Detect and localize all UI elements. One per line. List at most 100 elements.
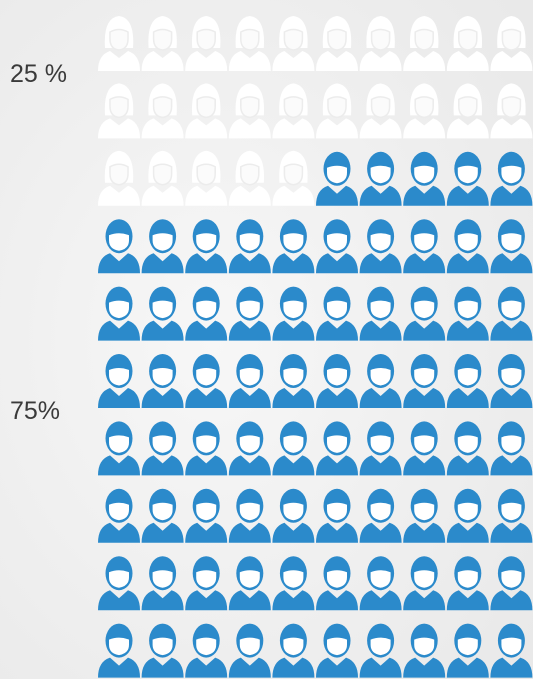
person-icon: [228, 16, 271, 71]
icon-face: [414, 300, 435, 319]
icon-face: [283, 163, 304, 186]
icon-body: [446, 590, 489, 611]
icon-face: [109, 502, 129, 521]
icon-face: [414, 368, 435, 386]
icon-face: [370, 570, 391, 588]
person-icon: [228, 83, 271, 139]
icon-face: [370, 502, 391, 521]
icon-body: [490, 51, 533, 71]
icon-body: [359, 657, 402, 678]
icon-body: [228, 253, 271, 274]
icon-face: [458, 96, 478, 119]
icon-face: [327, 28, 347, 51]
icon-body: [316, 455, 358, 476]
icon-body: [98, 455, 140, 476]
person-icon: [446, 83, 489, 139]
person-icon: [403, 16, 446, 71]
person-icon: [359, 488, 402, 543]
person-icon: [98, 16, 140, 71]
person-icon: [98, 219, 140, 274]
person-icon: [272, 219, 315, 274]
icon-face: [327, 502, 347, 521]
person-icon: [359, 556, 402, 611]
icon-face: [109, 96, 129, 119]
icon-body: [403, 253, 446, 274]
person-icon: [490, 151, 533, 206]
icon-face: [283, 96, 304, 119]
person-icon: [490, 354, 533, 408]
person-icon: [272, 421, 315, 476]
icon-body: [359, 388, 402, 408]
icon-face: [370, 637, 391, 656]
icon-body: [228, 388, 271, 408]
icon-face: [283, 28, 304, 51]
icon-body: [228, 118, 271, 139]
icon-body: [359, 455, 402, 476]
icon-face: [152, 163, 173, 186]
icon-face: [501, 435, 522, 453]
person-icon: [316, 488, 358, 543]
person-icon: [141, 150, 184, 206]
person-icon: [403, 83, 446, 139]
icon-face: [152, 300, 173, 319]
icon-body: [403, 185, 446, 206]
icon-body: [359, 51, 402, 71]
person-icon: [359, 16, 402, 71]
person-icon: [98, 286, 140, 341]
icon-face: [283, 502, 304, 521]
icon-body: [228, 51, 271, 71]
person-icon: [490, 488, 533, 543]
icon-body: [403, 522, 446, 543]
person-icon: [490, 219, 533, 274]
icon-body: [403, 657, 446, 678]
icon-body: [98, 320, 140, 341]
person-icon: [272, 556, 315, 611]
person-icon: [446, 219, 489, 274]
person-icon: [228, 150, 271, 206]
icon-face: [283, 435, 304, 453]
icon-body: [185, 51, 228, 71]
person-icon: [185, 421, 228, 476]
icon-body: [359, 522, 402, 543]
icon-body: [185, 455, 228, 476]
person-icon: [316, 16, 358, 71]
icon-body: [403, 51, 446, 71]
icon-body: [446, 320, 489, 341]
person-icon: [141, 623, 184, 678]
icon-face: [457, 502, 478, 521]
icon-face: [109, 233, 129, 251]
icon-face: [239, 435, 260, 453]
icon-face: [239, 233, 260, 251]
icon-face: [152, 233, 173, 251]
person-icon: [316, 623, 358, 678]
icon-face: [414, 233, 435, 251]
icon-face: [414, 637, 435, 656]
person-icon: [316, 83, 358, 139]
icon-body: [490, 388, 533, 408]
icon-face: [152, 570, 173, 588]
icon-face: [196, 368, 217, 386]
icon-face: [240, 28, 260, 51]
person-icon: [141, 286, 184, 341]
person-icon: [359, 286, 402, 341]
icon-body: [141, 51, 184, 71]
icon-face: [283, 570, 304, 588]
icon-body: [490, 185, 533, 206]
person-icon: [490, 83, 533, 139]
icon-body: [141, 185, 184, 206]
person-icon: [272, 83, 315, 139]
icon-face: [501, 28, 522, 51]
person-icon: [272, 488, 315, 543]
person-icon: [490, 421, 533, 476]
icon-face: [152, 96, 173, 119]
icon-body: [98, 118, 140, 139]
person-icon: [316, 219, 358, 274]
person-icon: [228, 556, 271, 611]
icon-body: [272, 185, 315, 206]
icon-body: [316, 590, 358, 611]
icon-face: [501, 96, 522, 119]
person-icon: [446, 421, 489, 476]
icon-face: [370, 300, 391, 319]
icon-body: [403, 388, 446, 408]
person-icon: [272, 354, 315, 408]
